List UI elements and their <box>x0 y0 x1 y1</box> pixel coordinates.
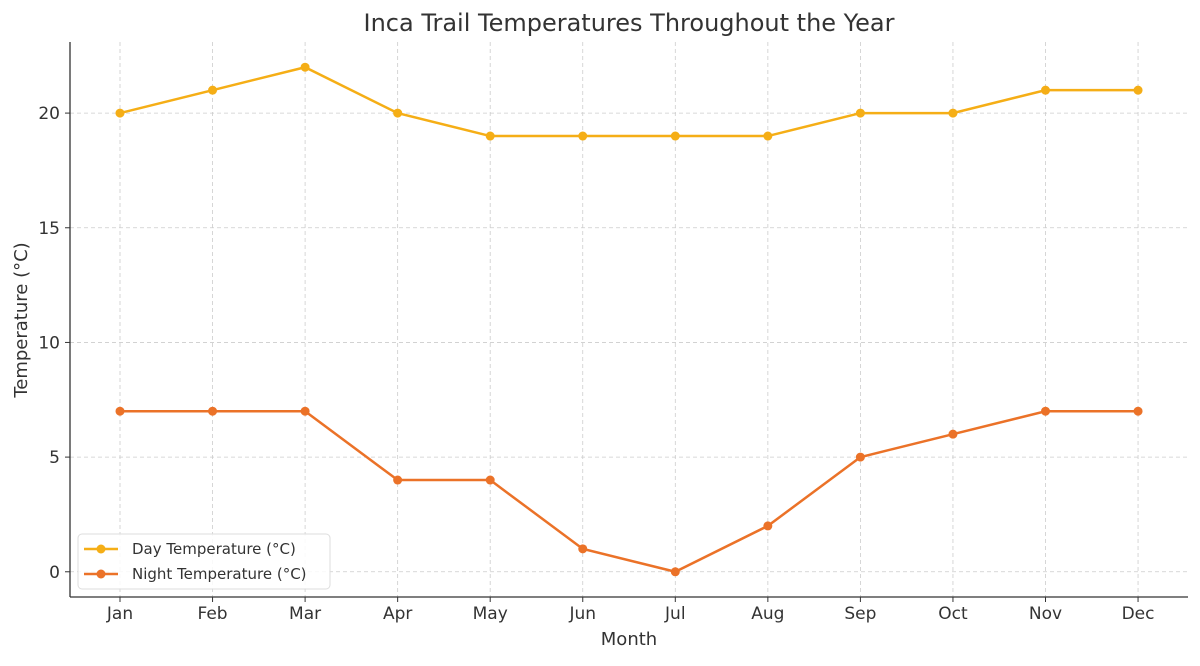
data-point <box>300 62 310 72</box>
x-tick-label: Mar <box>289 604 321 624</box>
x-tick-label: Jul <box>664 604 686 624</box>
data-point <box>948 429 958 439</box>
x-tick-label: Aug <box>751 604 784 624</box>
data-point <box>208 85 218 95</box>
x-tick-label: Dec <box>1122 604 1155 624</box>
x-tick-label: Jan <box>106 604 133 624</box>
x-tick-label: May <box>473 604 508 624</box>
data-point <box>115 108 125 118</box>
legend: Day Temperature (°C) Night Temperature (… <box>77 533 331 590</box>
y-tick-label: 5 <box>49 448 60 468</box>
y-tick-label: 20 <box>38 104 60 124</box>
data-point <box>485 131 495 141</box>
series-line-0 <box>119 65 1139 138</box>
x-tick-label: Jun <box>568 604 596 624</box>
y-axis-label: Temperature (°C) <box>11 242 32 398</box>
data-point <box>670 131 680 141</box>
grid <box>70 42 1188 597</box>
ticks: Jan Feb Mar Apr May Jun Jul Aug Sep Oct Nov Dec 0 5 10… <box>38 104 1154 624</box>
data-point <box>578 131 588 141</box>
data-point <box>763 131 773 141</box>
x-tick-label: Apr <box>383 604 412 624</box>
data-point <box>393 108 403 118</box>
legend-day-marker <box>96 544 106 554</box>
data-point <box>763 521 773 531</box>
data-point <box>300 406 310 416</box>
data-point <box>1133 406 1143 416</box>
y-tick-label: 15 <box>38 219 60 239</box>
legend-night-marker <box>96 569 106 579</box>
data-point <box>855 108 865 118</box>
chart-title: Inca Trail Temperatures Throughout the Y… <box>364 9 895 37</box>
x-tick-label: Nov <box>1029 604 1062 624</box>
legend-day-label: Day Temperature (°C) <box>132 540 296 558</box>
y-tick-label: 0 <box>49 563 60 583</box>
data-point <box>855 452 865 462</box>
legend-box <box>77 533 331 590</box>
data-point <box>208 406 218 416</box>
data-point <box>670 567 680 577</box>
series-line-1 <box>120 409 1139 574</box>
series-group <box>115 62 1143 577</box>
data-point <box>1041 406 1050 416</box>
data-point <box>1133 85 1143 95</box>
data-point <box>1041 85 1050 95</box>
x-axis-label: Month <box>601 629 657 650</box>
y-tick-label: 10 <box>38 333 60 353</box>
x-tick-label: Oct <box>938 604 968 624</box>
x-tick-label: Feb <box>197 604 227 624</box>
data-point <box>115 406 125 416</box>
data-point <box>485 475 495 485</box>
legend-night-label: Night Temperature (°C) <box>132 565 307 583</box>
x-tick-label: Sep <box>844 604 876 624</box>
data-point <box>578 544 588 554</box>
data-point <box>393 475 403 485</box>
data-point <box>948 108 958 118</box>
